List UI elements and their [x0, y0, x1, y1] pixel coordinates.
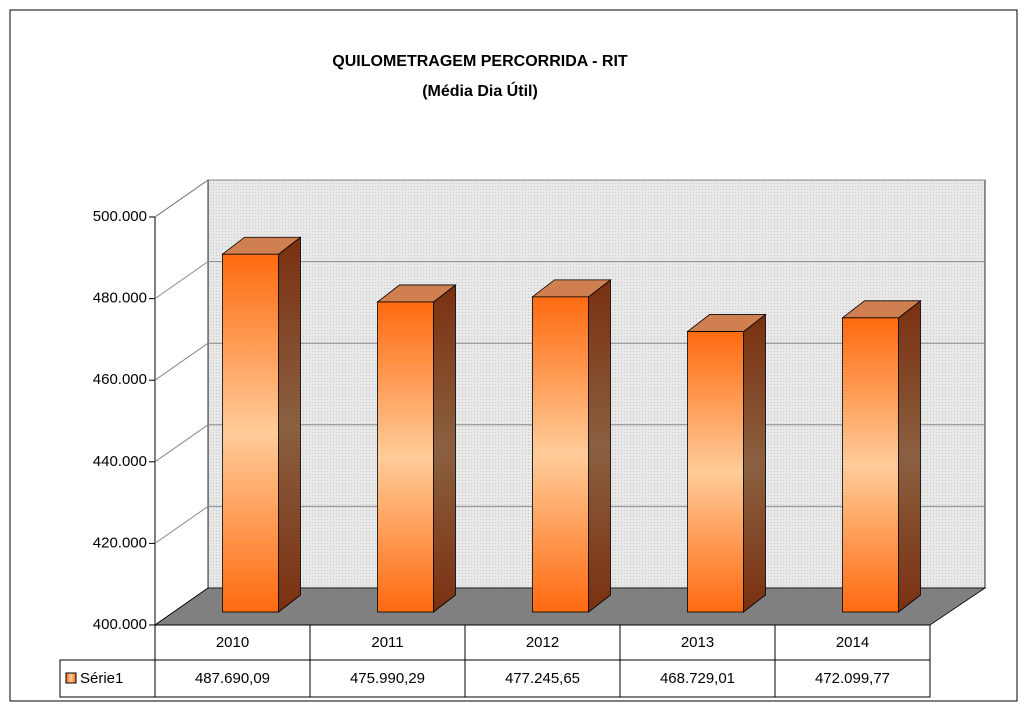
x-tick-label: 2014	[836, 634, 869, 651]
y-tick-label: 480.000	[93, 290, 147, 307]
legend-swatch	[65, 672, 77, 684]
bar-side	[588, 279, 611, 613]
side-wall	[154, 179, 209, 626]
bar-side	[743, 313, 766, 613]
table-value: 468.729,01	[660, 670, 735, 687]
bar-side	[278, 236, 301, 613]
y-tick-label: 500.000	[93, 208, 147, 225]
y-tick-label: 460.000	[93, 371, 147, 388]
legend-label: Série1	[80, 670, 123, 687]
x-tick-label: 2011	[371, 634, 403, 651]
chart-title: QUILOMETRAGEM PERCORRIDA - RIT	[332, 53, 628, 70]
bar	[532, 296, 589, 613]
bar	[842, 317, 899, 613]
grid-line	[154, 424, 209, 463]
table-value: 475.990,29	[350, 670, 425, 687]
table-value: 477.245,65	[505, 670, 580, 687]
bar-side	[898, 300, 921, 613]
table-value: 487.690,09	[195, 670, 270, 687]
bar	[377, 301, 434, 613]
grid-line	[154, 342, 209, 381]
table-value: 472.099,77	[815, 670, 890, 687]
x-tick-label: 2013	[681, 634, 714, 651]
grid-line	[154, 505, 209, 544]
bar	[222, 253, 279, 613]
chart-subtitle: (Média Dia Útil)	[422, 81, 538, 100]
bar-side	[433, 284, 456, 613]
grid-line	[154, 179, 209, 218]
x-tick-label: 2010	[216, 634, 249, 651]
grid-line	[154, 261, 209, 300]
bar	[687, 331, 744, 613]
y-tick-label: 420.000	[93, 534, 147, 551]
x-tick-label: 2012	[526, 634, 559, 651]
y-tick-label: 400.000	[93, 616, 147, 633]
y-tick-label: 440.000	[93, 453, 147, 470]
